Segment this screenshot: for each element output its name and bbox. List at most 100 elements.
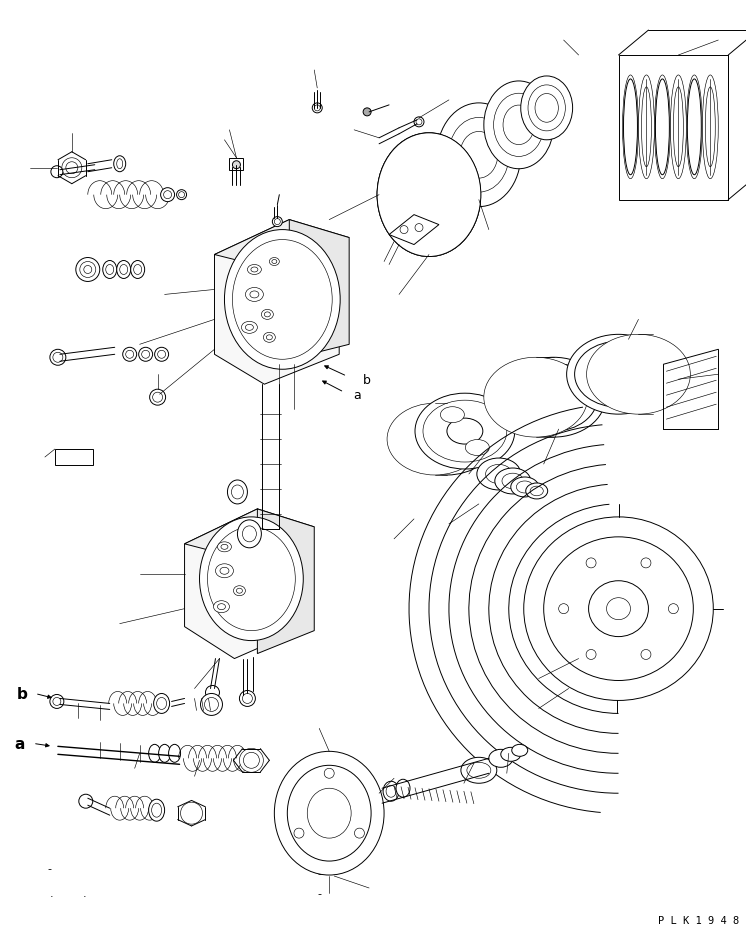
Ellipse shape bbox=[690, 88, 699, 167]
Circle shape bbox=[53, 698, 61, 706]
Ellipse shape bbox=[218, 542, 231, 552]
Circle shape bbox=[161, 189, 174, 202]
Ellipse shape bbox=[461, 757, 497, 784]
Ellipse shape bbox=[526, 483, 548, 499]
Ellipse shape bbox=[447, 419, 483, 445]
Circle shape bbox=[312, 104, 322, 113]
Text: b: b bbox=[16, 686, 28, 701]
Text: P L K 1 9 4 8: P L K 1 9 4 8 bbox=[657, 915, 739, 925]
Ellipse shape bbox=[461, 453, 468, 459]
Circle shape bbox=[414, 118, 424, 127]
Bar bbox=[619, 56, 729, 200]
Circle shape bbox=[79, 795, 93, 808]
Ellipse shape bbox=[423, 401, 507, 463]
Ellipse shape bbox=[231, 485, 243, 499]
Polygon shape bbox=[215, 220, 339, 385]
Ellipse shape bbox=[501, 748, 521, 762]
Circle shape bbox=[641, 649, 651, 660]
Ellipse shape bbox=[437, 457, 445, 464]
Ellipse shape bbox=[149, 745, 161, 763]
Ellipse shape bbox=[565, 389, 589, 407]
Ellipse shape bbox=[437, 104, 521, 208]
Ellipse shape bbox=[465, 440, 489, 456]
Ellipse shape bbox=[524, 517, 714, 700]
Ellipse shape bbox=[266, 335, 272, 341]
Ellipse shape bbox=[449, 118, 509, 193]
Ellipse shape bbox=[535, 378, 549, 387]
Ellipse shape bbox=[489, 750, 513, 767]
Ellipse shape bbox=[377, 134, 481, 258]
Circle shape bbox=[233, 161, 240, 170]
Ellipse shape bbox=[642, 88, 652, 167]
Ellipse shape bbox=[607, 598, 631, 620]
Ellipse shape bbox=[495, 468, 531, 495]
Text: a: a bbox=[353, 388, 361, 401]
Ellipse shape bbox=[432, 428, 462, 451]
Ellipse shape bbox=[386, 785, 396, 798]
Circle shape bbox=[66, 162, 78, 175]
Circle shape bbox=[669, 604, 678, 614]
Polygon shape bbox=[289, 220, 349, 360]
Text: -: - bbox=[317, 888, 321, 898]
Circle shape bbox=[76, 259, 99, 282]
Ellipse shape bbox=[484, 358, 588, 438]
Ellipse shape bbox=[477, 459, 521, 491]
Ellipse shape bbox=[237, 520, 261, 548]
Ellipse shape bbox=[215, 565, 233, 578]
Ellipse shape bbox=[494, 94, 544, 158]
Ellipse shape bbox=[393, 149, 465, 242]
Text: .: . bbox=[50, 888, 54, 898]
Ellipse shape bbox=[599, 386, 613, 396]
Ellipse shape bbox=[152, 803, 162, 818]
Circle shape bbox=[559, 604, 568, 614]
Ellipse shape bbox=[670, 76, 687, 179]
Ellipse shape bbox=[705, 88, 715, 167]
Ellipse shape bbox=[521, 76, 573, 141]
Circle shape bbox=[275, 219, 280, 226]
Ellipse shape bbox=[396, 780, 410, 798]
Ellipse shape bbox=[530, 404, 554, 422]
Ellipse shape bbox=[484, 82, 554, 170]
Circle shape bbox=[62, 159, 82, 178]
Ellipse shape bbox=[511, 478, 539, 497]
Circle shape bbox=[242, 694, 252, 703]
Ellipse shape bbox=[468, 434, 482, 445]
Ellipse shape bbox=[261, 310, 273, 320]
Ellipse shape bbox=[687, 76, 702, 179]
Ellipse shape bbox=[459, 420, 468, 426]
Ellipse shape bbox=[287, 766, 371, 861]
Ellipse shape bbox=[599, 353, 613, 363]
Ellipse shape bbox=[639, 76, 654, 179]
Ellipse shape bbox=[589, 582, 649, 637]
Ellipse shape bbox=[405, 168, 453, 224]
Circle shape bbox=[641, 558, 651, 568]
Ellipse shape bbox=[417, 429, 426, 434]
Ellipse shape bbox=[409, 412, 485, 467]
Ellipse shape bbox=[536, 384, 571, 412]
Ellipse shape bbox=[415, 394, 515, 469]
Circle shape bbox=[84, 266, 92, 274]
Ellipse shape bbox=[242, 322, 257, 334]
Ellipse shape bbox=[485, 465, 512, 484]
Ellipse shape bbox=[245, 325, 254, 331]
Ellipse shape bbox=[622, 76, 639, 179]
Polygon shape bbox=[215, 220, 349, 270]
Ellipse shape bbox=[415, 444, 429, 454]
Circle shape bbox=[179, 193, 185, 198]
Ellipse shape bbox=[673, 88, 684, 167]
Ellipse shape bbox=[156, 698, 167, 710]
Ellipse shape bbox=[516, 481, 533, 494]
Ellipse shape bbox=[601, 361, 637, 389]
Circle shape bbox=[150, 390, 165, 406]
Ellipse shape bbox=[377, 134, 481, 258]
Ellipse shape bbox=[571, 393, 585, 403]
Ellipse shape bbox=[221, 545, 228, 549]
Ellipse shape bbox=[434, 455, 448, 465]
Ellipse shape bbox=[594, 382, 618, 400]
Ellipse shape bbox=[248, 265, 261, 276]
Ellipse shape bbox=[385, 142, 473, 249]
Polygon shape bbox=[185, 510, 314, 559]
Ellipse shape bbox=[655, 80, 669, 176]
Ellipse shape bbox=[528, 86, 565, 132]
Ellipse shape bbox=[159, 745, 171, 763]
